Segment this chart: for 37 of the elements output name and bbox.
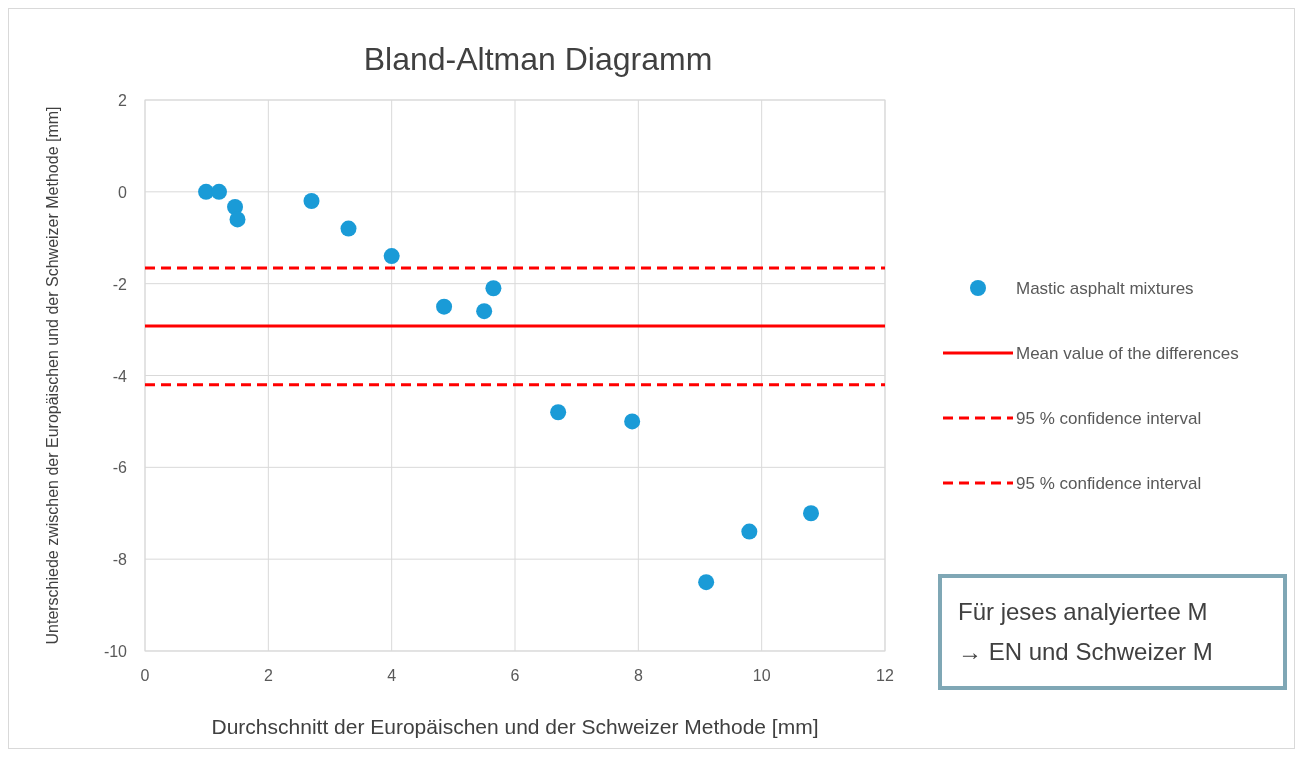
x-tick-label: 4 (387, 667, 397, 684)
x-tick-label: 2 (263, 667, 273, 684)
y-axis-title: Unterschiede zwischen der Europäischen und der Schweizer Methode [mm] (44, 106, 61, 645)
point (741, 523, 758, 540)
legend-label: 95 % confidence interval (1016, 409, 1202, 428)
y-tick-label: -2 (112, 275, 128, 293)
x-tick-label: 6 (510, 667, 520, 684)
y-tick-label: -8 (112, 551, 128, 569)
point (624, 413, 641, 430)
y-tick-label: 2 (118, 92, 128, 109)
point (803, 505, 819, 522)
y-tick-label: -6 (112, 459, 128, 477)
x-tick-label: 0 (140, 667, 150, 684)
text: Für jeses analyiertee M (958, 598, 1208, 625)
point (485, 280, 502, 297)
chart-title: Bland-Altman Diagramm (363, 41, 713, 77)
legend-label: 95 % confidence interval (1016, 474, 1202, 493)
point (383, 248, 400, 265)
point (211, 183, 227, 200)
x-tick-label: 12 (876, 667, 894, 684)
point (550, 404, 567, 421)
x-tick-label: 8 (633, 667, 643, 684)
point (198, 183, 215, 200)
y-tick-label: 0 (118, 183, 128, 201)
x-axis-title: Durchschnitt der Europäischen und der Schweizer Methode [mm] (211, 715, 819, 738)
legend-label: Mean value of the differences (1016, 344, 1239, 363)
point (303, 193, 320, 210)
y-tick-label: -4 (112, 367, 128, 385)
x-tick-label: 10 (752, 667, 771, 684)
y-tick-label: -10 (103, 643, 128, 660)
point (340, 220, 357, 237)
point (229, 211, 246, 228)
point (436, 298, 453, 315)
legend-label: Mastic asphalt mixtures (1016, 279, 1194, 298)
point (698, 574, 715, 591)
point (476, 303, 493, 320)
text: → EN und Schweizer M (958, 638, 1213, 665)
